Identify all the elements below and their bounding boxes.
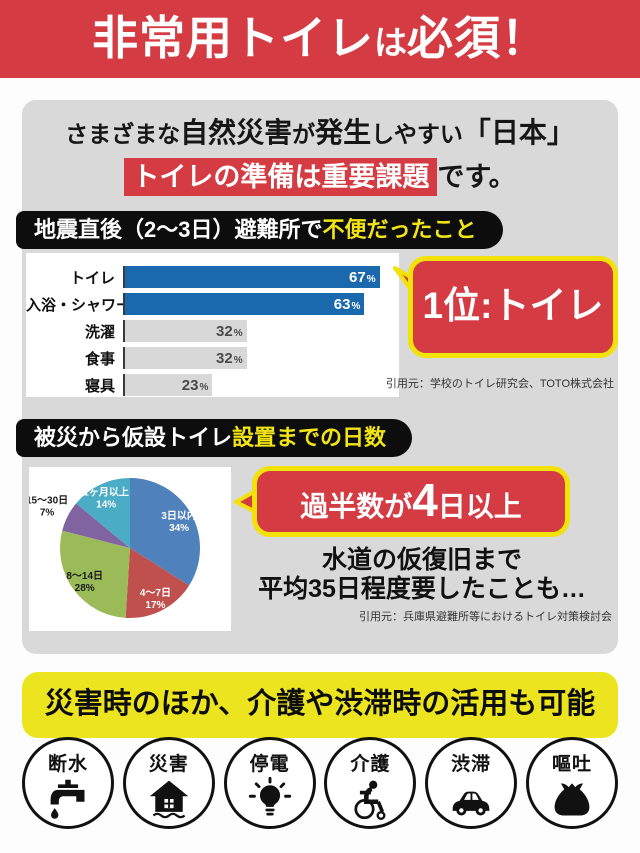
bar-row: 寝具 23% xyxy=(26,374,399,396)
bar-category-label: 食事 xyxy=(84,350,115,368)
pie-slice xyxy=(62,503,131,548)
banner-title-particle: は xyxy=(374,24,407,61)
header-white-text: 被災から仮設トイレ xyxy=(34,425,233,450)
top-banner: 非常用トイレは必須！ xyxy=(0,0,640,78)
bar-row: トイレ 67% xyxy=(26,266,399,288)
pie-slice-label: 15〜30日 7% xyxy=(29,495,68,519)
pie-slice-label: 8〜14日 28% xyxy=(66,570,103,594)
bar-value-unit: % xyxy=(366,273,376,285)
majority-callout-text: 過半数が4日以上 xyxy=(252,466,570,537)
bar-category-label: 洗濯 xyxy=(84,323,115,341)
use-case-circle-vomit-bag: 嘔吐 xyxy=(525,737,618,829)
use-case-label: 嘔吐 xyxy=(551,754,592,775)
bar: 23% xyxy=(125,374,213,396)
pie-slice xyxy=(59,530,130,618)
callout-post: 日以上 xyxy=(437,491,522,522)
pie-slice-label: 3日以内 34% xyxy=(161,509,197,534)
banner-title-part: 非常用トイレ xyxy=(92,12,374,64)
bar-category-label: トイレ xyxy=(69,269,115,287)
bar-value-unit: % xyxy=(351,300,361,312)
banner-title-part: 必須！ xyxy=(407,12,548,64)
pie-slice-label: 4〜7日 17% xyxy=(140,587,171,611)
intro-segment-strong: 「日本」 xyxy=(462,117,575,148)
use-case-circle-wheelchair: 介護 xyxy=(324,737,417,829)
intro-line1: さまざまな自然災害が発生しやすい「日本」 xyxy=(22,116,618,151)
bar: 32% xyxy=(125,320,247,342)
bar: 32% xyxy=(125,347,247,369)
bar-value: 32 xyxy=(216,322,233,340)
intro-segment: が xyxy=(292,121,316,147)
header-yellow-text: 設置までの日数 xyxy=(232,425,387,450)
bar-value: 67 xyxy=(349,268,366,286)
section-header-inconvenience: 地震直後（2〜3日）避難所で不便だったこと xyxy=(16,211,503,249)
pie-slice xyxy=(130,478,200,586)
intro-suffix: です。 xyxy=(437,162,516,192)
bar-value-unit: % xyxy=(233,354,243,366)
bar-value-unit: % xyxy=(233,327,243,339)
vomit-bag-icon xyxy=(550,777,594,821)
bar-category-label: 入浴・シャワー xyxy=(26,296,132,314)
water-restoration-note: 水道の仮復旧まで 平均35日程度要したことも… xyxy=(248,546,596,604)
callout-big-number: 4 xyxy=(412,474,438,526)
use-case-circles: 断水 災害 停電 介護 渋滞 嘔吐 xyxy=(22,737,618,829)
section-header-toilet-days: 被災から仮設トイレ設置までの日数 xyxy=(16,419,413,457)
header-yellow-text: 不便だったこと xyxy=(322,217,477,242)
bar-track: 32% xyxy=(123,347,399,369)
bar-value: 23 xyxy=(181,376,199,394)
use-case-label: 介護 xyxy=(350,754,391,775)
note-line1: 水道の仮復旧まで xyxy=(321,546,522,574)
faucet-icon xyxy=(46,777,90,821)
flood-house-icon xyxy=(147,777,191,821)
pie-slice xyxy=(76,478,130,548)
car-icon xyxy=(449,777,493,821)
intro-text: さまざまな自然災害が発生しやすい「日本」 トイレの準備は重要課題 です。 xyxy=(22,116,618,196)
use-case-circle-flood-house: 災害 xyxy=(122,737,215,829)
majority-callout-bubble: 過半数が4日以上 xyxy=(234,466,570,537)
callout-pre: 過半数が xyxy=(300,491,413,522)
note-line2: 平均35日程度要したことも… xyxy=(258,575,586,603)
bar-chart: トイレ 67% 入浴・シャワー 63% 洗濯 32% 食事 32% 寝具 23% xyxy=(26,253,399,397)
bar-row: 食事 32% xyxy=(26,347,399,369)
pie-slice xyxy=(125,548,190,619)
intro-segment-strong: 自然災害 xyxy=(180,117,293,148)
bar-row: 入浴・シャワー 63% xyxy=(26,293,399,315)
pie-chart: 3日以内 34% 4〜7日 17% 8〜14日 28% 15〜30日 7% 1ヶ月以上 14% xyxy=(26,467,231,631)
bar-value: 32 xyxy=(216,349,233,367)
rank-callout-bubble: 1位:トイレ xyxy=(393,256,618,358)
lightbulb-icon xyxy=(248,776,292,821)
bar-row: 洗濯 32% xyxy=(26,320,399,342)
rank-callout-text: 1位:トイレ xyxy=(408,256,618,358)
usage-banner: 災害時のほか、介護や渋滞時の活用も可能 xyxy=(22,672,618,738)
bar-track: 23% xyxy=(123,374,399,396)
bar-chart-rows: トイレ 67% 入浴・シャワー 63% 洗濯 32% 食事 32% 寝具 23% xyxy=(26,266,399,401)
pie-chart-svg: 3日以内 34% 4〜7日 17% 8〜14日 28% 15〜30日 7% 1ヶ月以上 14% xyxy=(26,478,200,619)
bar-value: 63 xyxy=(333,295,351,313)
use-case-label: 停電 xyxy=(249,754,290,775)
bar: 67% xyxy=(125,266,380,288)
source-citation-1: 引用元：学校のトイレ研究会、TOTO株式会社 xyxy=(385,378,614,390)
wheelchair-icon xyxy=(348,777,392,821)
header-white-text: 地震直後（2〜3日）避難所で xyxy=(34,217,323,242)
pie-slice-label: 1ヶ月以上 14% xyxy=(83,485,129,510)
bar-track: 67% xyxy=(123,266,399,288)
intro-segment: さまざまな xyxy=(65,121,181,147)
intro-line2: トイレの準備は重要課題 です。 xyxy=(22,158,618,196)
intro-segment-strong: 発生 xyxy=(315,117,372,148)
intro-segment: しやすい xyxy=(371,121,463,147)
source-citation-2: 引用元：兵庫県避難所等におけるトイレ対策検討会 xyxy=(359,611,612,623)
use-case-label: 断水 xyxy=(47,754,88,775)
use-case-circle-lightbulb: 停電 xyxy=(223,737,316,829)
use-case-label: 災害 xyxy=(148,754,189,775)
bar-track: 63% xyxy=(123,293,399,315)
bar-track: 32% xyxy=(123,320,399,342)
main-panel: さまざまな自然災害が発生しやすい「日本」 トイレの準備は重要課題 です。 地震直後… xyxy=(16,100,618,654)
bar: 63% xyxy=(125,293,365,315)
bar-value-unit: % xyxy=(199,381,209,393)
use-case-circle-car: 渋滞 xyxy=(425,737,518,829)
intro-highlight: トイレの準備は重要課題 xyxy=(124,158,438,196)
use-case-circle-faucet: 断水 xyxy=(22,737,114,829)
bar-category-label: 寝具 xyxy=(84,377,115,395)
use-case-label: 渋滞 xyxy=(451,754,492,775)
